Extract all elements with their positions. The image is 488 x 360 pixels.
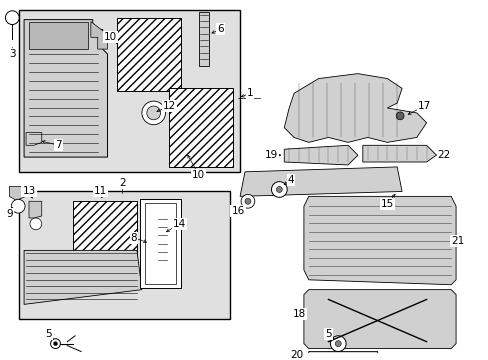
Text: 10: 10 <box>104 32 117 42</box>
Polygon shape <box>91 22 107 49</box>
Text: 3: 3 <box>9 49 16 59</box>
Circle shape <box>395 112 403 120</box>
Bar <box>199 12 208 66</box>
Text: 1: 1 <box>246 88 253 98</box>
Circle shape <box>244 198 250 204</box>
Bar <box>19 192 230 319</box>
Text: 14: 14 <box>172 219 185 229</box>
Text: 19: 19 <box>264 150 278 160</box>
Polygon shape <box>9 186 26 200</box>
Polygon shape <box>284 145 357 165</box>
Circle shape <box>11 199 25 213</box>
Polygon shape <box>29 201 41 218</box>
Circle shape <box>146 106 160 120</box>
Text: 12: 12 <box>163 101 176 111</box>
Text: 4: 4 <box>287 175 294 185</box>
Text: 18: 18 <box>292 309 305 319</box>
Polygon shape <box>26 132 41 145</box>
Bar <box>144 203 176 284</box>
Polygon shape <box>303 196 455 285</box>
Polygon shape <box>362 145 436 162</box>
Text: 17: 17 <box>417 101 430 111</box>
Circle shape <box>241 194 254 208</box>
Polygon shape <box>284 74 426 142</box>
Bar <box>169 88 233 167</box>
Circle shape <box>335 341 341 347</box>
Polygon shape <box>240 167 401 196</box>
Text: 5: 5 <box>45 329 52 339</box>
Text: 13: 13 <box>22 186 36 197</box>
Text: 10: 10 <box>192 170 205 180</box>
Bar <box>140 199 181 288</box>
Polygon shape <box>24 250 142 304</box>
Polygon shape <box>306 351 379 360</box>
Text: 21: 21 <box>450 235 464 246</box>
Circle shape <box>271 182 286 197</box>
Circle shape <box>5 11 19 24</box>
Circle shape <box>53 342 58 346</box>
Text: 8: 8 <box>130 233 137 243</box>
Text: 7: 7 <box>55 140 61 150</box>
Text: 2: 2 <box>119 177 125 188</box>
Circle shape <box>142 101 165 125</box>
Polygon shape <box>24 20 107 157</box>
Text: 9: 9 <box>6 209 13 219</box>
Text: 22: 22 <box>437 150 450 160</box>
Text: 6: 6 <box>217 24 224 35</box>
Bar <box>29 22 88 49</box>
Text: 16: 16 <box>231 206 244 216</box>
Bar <box>19 10 240 172</box>
Circle shape <box>330 336 346 351</box>
Text: 5: 5 <box>325 329 331 339</box>
Bar <box>117 18 181 91</box>
Text: 15: 15 <box>380 199 393 209</box>
Bar <box>73 201 137 285</box>
Text: 11: 11 <box>94 186 107 197</box>
Circle shape <box>50 339 61 348</box>
Bar <box>146 240 156 270</box>
Bar <box>156 216 168 265</box>
Circle shape <box>30 218 41 230</box>
Circle shape <box>276 186 282 193</box>
Text: 20: 20 <box>290 350 303 360</box>
Polygon shape <box>303 290 455 348</box>
